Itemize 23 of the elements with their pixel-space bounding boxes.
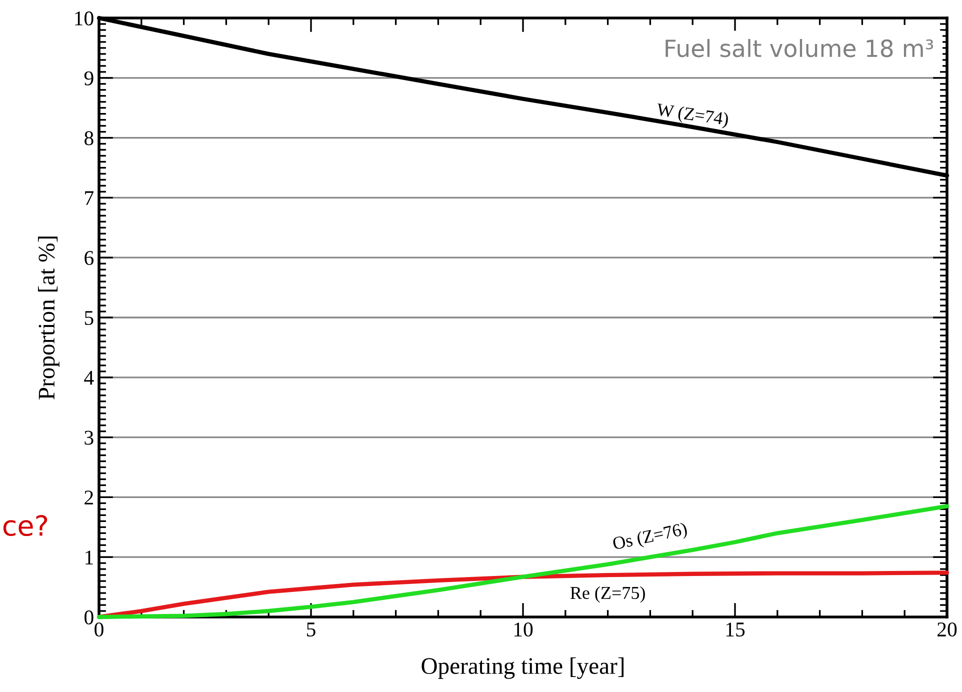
x-tick-label: 10	[514, 622, 533, 637]
x-tick-label: 15	[726, 622, 745, 637]
y-tick-label: 9	[84, 71, 94, 86]
annotation: Fuel salt volume 18 m³	[666, 38, 934, 58]
x-tick-label: 5	[307, 622, 316, 637]
x-axis-title: Operating time [year]	[422, 657, 624, 679]
y-tick-label: 2	[84, 490, 93, 504]
text: Os (Z=76)	[612, 522, 688, 554]
x-tick-label: 20	[938, 622, 957, 637]
text: ce?	[3, 515, 48, 536]
y-tick-label: 5	[84, 311, 94, 325]
x-tick-label: 0	[94, 622, 104, 637]
y-tick-label: 10	[75, 11, 94, 26]
y-tick-label: 0	[84, 610, 94, 624]
y-tick-label: 8	[84, 131, 94, 146]
y-tick-label: 6	[84, 251, 94, 266]
y-tick-label: 3	[84, 430, 94, 445]
y-axis-title: Proportion [at %]	[38, 236, 60, 400]
text: W (Z=74)	[656, 102, 729, 129]
series-label: Re (Z=75)	[570, 586, 645, 603]
y-tick-label: 7	[85, 191, 94, 205]
y-tick-label: 1	[86, 550, 93, 564]
y-tick-label: 4	[84, 370, 94, 385]
